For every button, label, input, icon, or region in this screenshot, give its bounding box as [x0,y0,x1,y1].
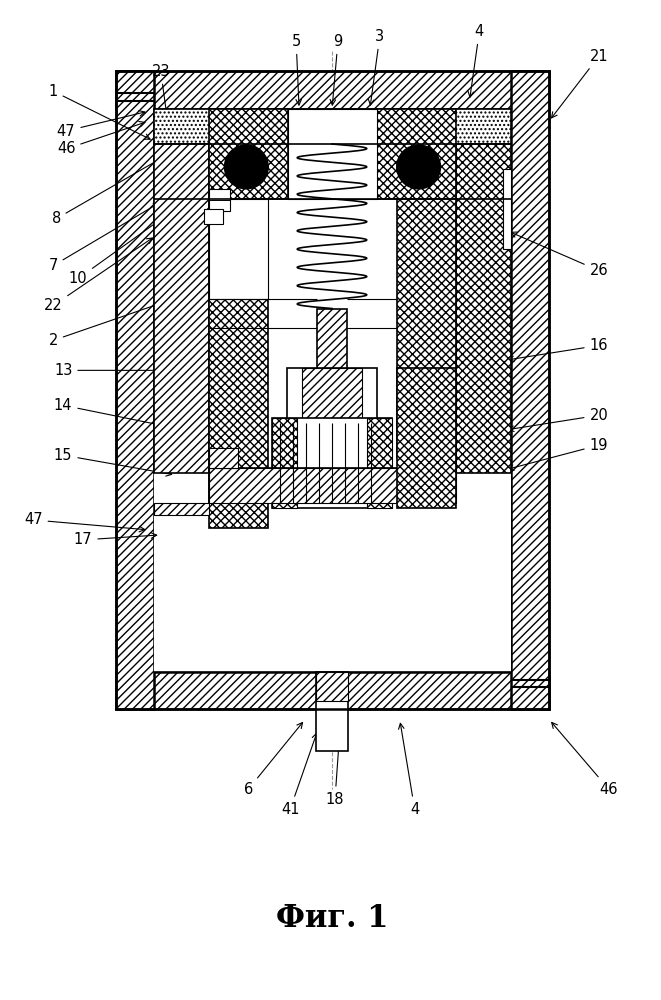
Text: 18: 18 [326,733,344,807]
Text: 9: 9 [330,34,342,105]
Text: 10: 10 [69,213,169,286]
Text: 16: 16 [508,338,608,362]
Bar [316,672,348,701]
Bar [154,503,208,515]
Text: 8: 8 [52,133,205,226]
Bar [367,418,392,508]
Text: 6: 6 [244,723,303,797]
Circle shape [225,145,268,189]
Bar [272,418,392,508]
Text: 4: 4 [468,24,484,97]
Bar [317,309,347,438]
Text: Фиг. 1: Фиг. 1 [276,903,388,934]
Text: 2: 2 [48,301,165,348]
Bar [397,199,457,458]
Bar [288,109,377,199]
Circle shape [397,145,440,189]
Text: 7: 7 [48,203,159,273]
Text: 20: 20 [508,408,608,431]
Bar [116,71,549,709]
Bar [397,368,457,508]
Text: 13: 13 [54,363,172,378]
Bar [116,672,549,709]
Bar [377,109,457,199]
Text: 46: 46 [552,722,618,797]
Bar [457,144,511,473]
Bar [302,368,362,438]
Bar [116,71,154,709]
Bar [116,71,549,109]
Text: 21: 21 [551,49,608,118]
Bar [272,418,297,508]
Text: 47: 47 [24,512,145,532]
Bar [208,199,268,299]
Text: 23: 23 [151,64,180,197]
Bar [316,672,348,751]
Bar [208,448,239,468]
Bar [154,109,511,672]
Text: 14: 14 [54,398,182,431]
Bar [287,368,377,438]
Text: 22: 22 [44,238,153,313]
Bar [208,199,268,528]
Bar [208,468,457,503]
Text: 5: 5 [292,34,301,105]
Text: 3: 3 [368,29,384,105]
Text: 41: 41 [281,733,317,817]
Text: 46: 46 [57,121,145,156]
Bar [208,468,457,503]
Bar [208,189,231,211]
Text: 26: 26 [511,232,608,278]
Bar [154,109,511,144]
Text: 1: 1 [48,84,150,139]
Text: 4: 4 [399,723,419,817]
Bar [208,109,288,199]
Bar [204,209,223,224]
Text: 15: 15 [54,448,172,476]
Text: 19: 19 [508,438,608,470]
Bar [503,169,511,249]
Text: 47: 47 [57,111,145,139]
Bar [511,71,549,709]
Bar [154,144,208,473]
Text: 17: 17 [74,532,157,547]
